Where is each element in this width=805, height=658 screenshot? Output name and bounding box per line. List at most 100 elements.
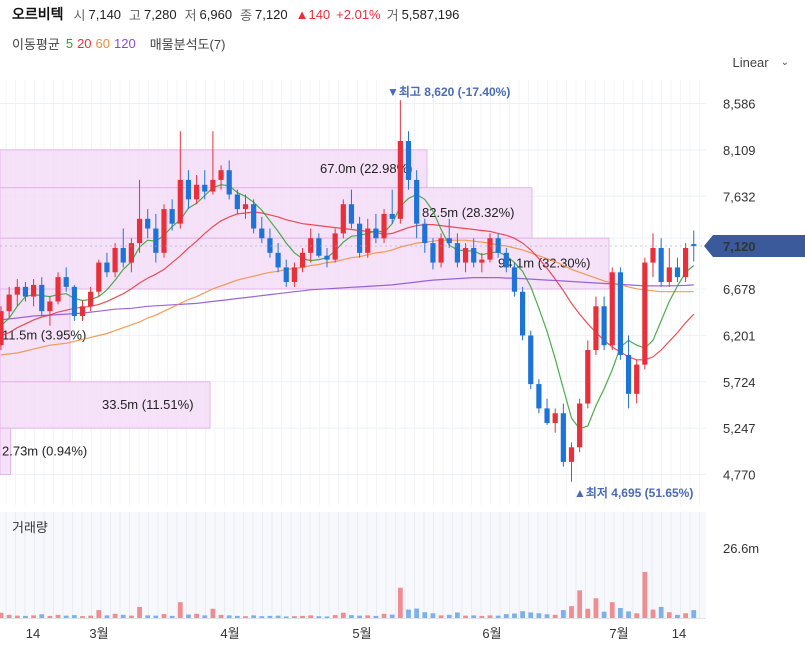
candle-body xyxy=(617,272,623,355)
volume-bar xyxy=(39,614,45,618)
volume-bar xyxy=(609,602,615,618)
candle-body xyxy=(218,170,224,180)
candle-body xyxy=(454,243,460,263)
volume-bars xyxy=(0,571,697,618)
candle-body xyxy=(128,243,134,263)
high-annotation: ▼최고 8,620 (-17.40%) xyxy=(387,84,510,99)
candle-body xyxy=(55,277,61,302)
volume-bar xyxy=(593,598,599,618)
candle-body xyxy=(210,179,216,192)
high-label: 고 xyxy=(129,7,142,23)
volume-bar xyxy=(414,608,420,618)
moving-average-legend[interactable]: 이동평균 5 20 60 120 매물분석도(7) xyxy=(12,34,231,53)
candle-body xyxy=(446,238,452,244)
y-tick-label: 5,724 xyxy=(723,375,756,390)
volume-bar xyxy=(528,612,534,618)
x-tick-label: 3월 xyxy=(89,626,108,641)
candle-body xyxy=(348,204,355,224)
volume-bar xyxy=(137,606,142,618)
candle-body xyxy=(47,301,53,312)
volume-bar xyxy=(634,613,640,618)
candle-body xyxy=(226,170,232,195)
volume-bar xyxy=(308,615,314,618)
y-tick-label: 6,201 xyxy=(723,328,756,343)
candle-body xyxy=(414,179,420,224)
close-value: 7,120 xyxy=(255,6,288,22)
candle-body xyxy=(194,184,200,200)
volume-bar xyxy=(658,606,664,618)
candle-body xyxy=(365,228,371,253)
y-tick-label: 7,632 xyxy=(723,189,756,204)
candle-body xyxy=(31,284,37,297)
candle-body xyxy=(104,262,110,273)
volume-bar xyxy=(283,616,289,618)
candle-body xyxy=(267,238,273,253)
volume-bar xyxy=(96,610,102,618)
candle-body xyxy=(422,223,428,244)
candle-body xyxy=(71,286,77,317)
open-value: 7,140 xyxy=(88,6,122,22)
volume-bar xyxy=(585,608,591,618)
candle-body xyxy=(324,255,330,260)
candle-body xyxy=(316,238,322,256)
volume-bar xyxy=(666,612,672,618)
volume-bar xyxy=(234,615,240,618)
volume-bar xyxy=(202,615,208,618)
volume-bar xyxy=(112,613,118,618)
scale-selector[interactable]: Linear ⌄ xyxy=(732,55,789,70)
candle-body xyxy=(674,267,681,278)
volume-bar xyxy=(129,615,134,618)
candle-body xyxy=(120,247,126,263)
volume-bar xyxy=(397,587,403,618)
volume-panel xyxy=(0,512,706,618)
quote-header: 오르비텍 시 7,140 고 7,280 저 6,960 종 7,120 ▲14… xyxy=(12,4,467,24)
volume-bar xyxy=(251,615,257,618)
candle-body xyxy=(6,294,12,312)
x-tick-label: 4월 xyxy=(220,626,239,641)
volume-bar xyxy=(536,613,542,618)
x-tick-label: 7월 xyxy=(609,626,628,641)
candle-body xyxy=(511,267,518,292)
stock-name: 오르비텍 xyxy=(12,6,64,22)
candle-body xyxy=(39,284,45,312)
volume-bar xyxy=(153,615,159,618)
candle-body xyxy=(79,306,86,317)
volume-profile-label: 11.5m (3.95%) xyxy=(2,327,86,342)
candle-body xyxy=(381,213,387,239)
candle-body xyxy=(585,350,591,404)
candle-body xyxy=(536,384,542,409)
candle-body xyxy=(495,238,501,253)
volume-bar xyxy=(503,614,509,618)
volume-bar xyxy=(104,615,110,618)
candle-body xyxy=(479,259,485,263)
volume-bar xyxy=(210,608,216,618)
volume-bar xyxy=(577,590,583,618)
candle-body xyxy=(503,252,509,268)
y-tick-label: 5,247 xyxy=(723,421,756,436)
candle-body xyxy=(560,413,566,462)
x-tick-label: 14 xyxy=(672,626,686,641)
volume-bar xyxy=(495,615,501,618)
volume-bar xyxy=(691,610,697,618)
candle-body xyxy=(691,244,697,247)
candle-body xyxy=(357,223,363,253)
volume-bar xyxy=(194,613,199,618)
candle-body xyxy=(430,243,436,263)
volume-profile-label[interactable]: 매물분석도(7) xyxy=(149,37,226,52)
candle-body xyxy=(373,228,379,239)
volume-panel-title: 거래량 xyxy=(12,520,48,535)
volume-bar xyxy=(365,615,371,618)
volume-bar xyxy=(80,616,85,618)
volume-bar xyxy=(63,615,69,618)
volume-bar xyxy=(683,613,688,618)
volume-bar xyxy=(71,615,77,618)
volume-bar xyxy=(145,615,151,618)
low-value: 6,960 xyxy=(199,6,233,22)
ma120-line xyxy=(0,277,694,321)
volume-bar xyxy=(373,615,379,618)
candle-body xyxy=(136,218,143,244)
candle-body xyxy=(177,179,183,224)
candle-body xyxy=(397,141,403,219)
volume-profile-bar xyxy=(0,381,211,429)
